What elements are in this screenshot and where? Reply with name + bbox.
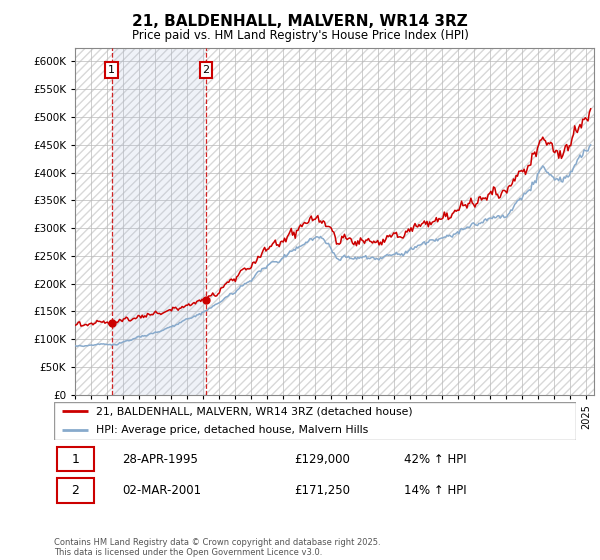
Text: 2: 2: [203, 65, 209, 75]
Text: £171,250: £171,250: [294, 484, 350, 497]
Text: Price paid vs. HM Land Registry's House Price Index (HPI): Price paid vs. HM Land Registry's House …: [131, 29, 469, 42]
Text: 21, BALDENHALL, MALVERN, WR14 3RZ: 21, BALDENHALL, MALVERN, WR14 3RZ: [132, 14, 468, 29]
Text: Contains HM Land Registry data © Crown copyright and database right 2025.
This d: Contains HM Land Registry data © Crown c…: [54, 538, 380, 557]
Text: 2: 2: [71, 484, 79, 497]
Text: 28-APR-1995: 28-APR-1995: [122, 452, 198, 466]
FancyBboxPatch shape: [54, 402, 576, 440]
FancyBboxPatch shape: [56, 447, 94, 472]
Text: 1: 1: [71, 452, 79, 466]
Text: 02-MAR-2001: 02-MAR-2001: [122, 484, 201, 497]
Bar: [112, 48, 205, 395]
Text: 1: 1: [108, 65, 115, 75]
Text: HPI: Average price, detached house, Malvern Hills: HPI: Average price, detached house, Malv…: [96, 425, 368, 435]
Text: 42% ↑ HPI: 42% ↑ HPI: [404, 452, 466, 466]
Text: 21, BALDENHALL, MALVERN, WR14 3RZ (detached house): 21, BALDENHALL, MALVERN, WR14 3RZ (detac…: [96, 406, 412, 416]
Text: 14% ↑ HPI: 14% ↑ HPI: [404, 484, 466, 497]
Text: £129,000: £129,000: [294, 452, 350, 466]
FancyBboxPatch shape: [56, 478, 94, 503]
